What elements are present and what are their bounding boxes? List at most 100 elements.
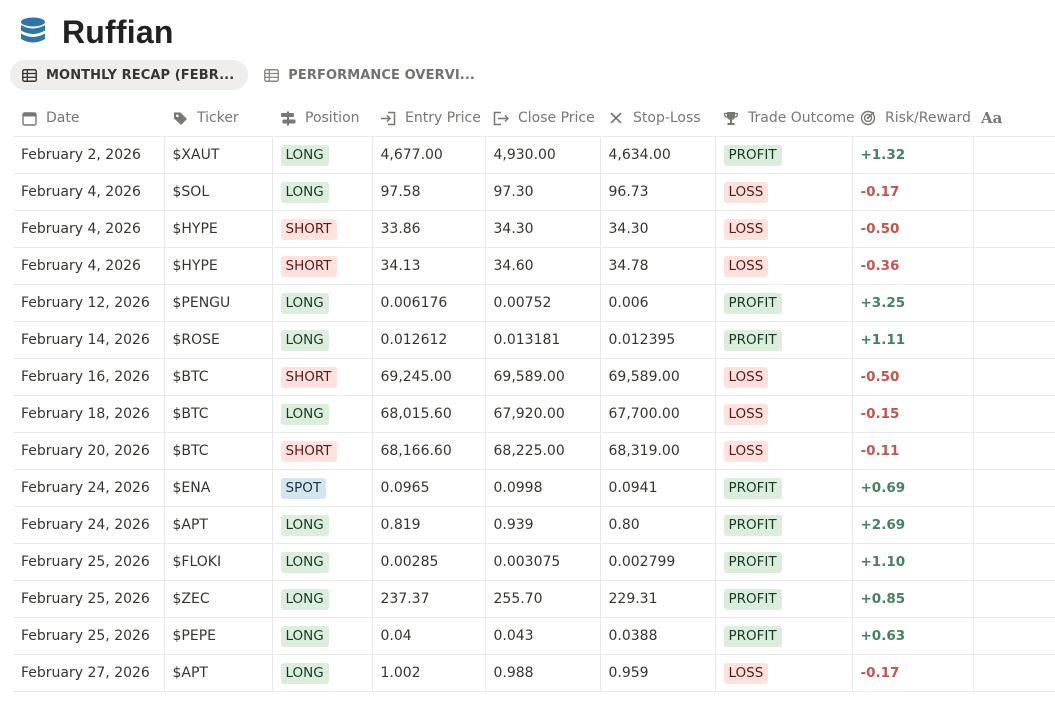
cell-stop-loss[interactable]: 229.31 bbox=[600, 580, 716, 618]
cell-stop-loss[interactable]: 0.012395 bbox=[600, 321, 716, 359]
cell-close-price[interactable]: 97.30 bbox=[485, 173, 601, 211]
cell-ticker[interactable]: $PENGU bbox=[164, 284, 273, 322]
cell-trade-outcome[interactable]: LOSS bbox=[715, 210, 853, 248]
cell-trade-outcome[interactable]: PROFIT bbox=[715, 617, 853, 655]
cell-extra[interactable] bbox=[973, 543, 1055, 581]
cell-extra[interactable] bbox=[973, 469, 1055, 507]
cell-date[interactable]: February 4, 2026 bbox=[13, 173, 165, 211]
cell-extra[interactable] bbox=[973, 136, 1055, 174]
cell-extra[interactable] bbox=[973, 617, 1055, 655]
cell-risk-reward[interactable]: -0.36 bbox=[852, 247, 974, 285]
cell-position[interactable]: SHORT bbox=[272, 247, 373, 285]
cell-stop-loss[interactable]: 4,634.00 bbox=[600, 136, 716, 174]
column-header-position[interactable]: Position bbox=[272, 100, 372, 137]
cell-ticker[interactable]: $HYPE bbox=[164, 210, 273, 248]
cell-close-price[interactable]: 68,225.00 bbox=[485, 432, 601, 470]
cell-risk-reward[interactable]: -0.17 bbox=[852, 173, 974, 211]
cell-stop-loss[interactable]: 0.959 bbox=[600, 654, 716, 692]
cell-stop-loss[interactable]: 68,319.00 bbox=[600, 432, 716, 470]
cell-trade-outcome[interactable]: LOSS bbox=[715, 247, 853, 285]
cell-entry-price[interactable]: 33.86 bbox=[372, 210, 486, 248]
cell-risk-reward[interactable]: +0.63 bbox=[852, 617, 974, 655]
cell-ticker[interactable]: $APT bbox=[164, 654, 273, 692]
cell-ticker[interactable]: $BTC bbox=[164, 395, 273, 433]
cell-trade-outcome[interactable]: PROFIT bbox=[715, 284, 853, 322]
cell-position[interactable]: LONG bbox=[272, 136, 373, 174]
cell-extra[interactable] bbox=[973, 395, 1055, 433]
cell-risk-reward[interactable]: +3.25 bbox=[852, 284, 974, 322]
cell-ticker[interactable]: $ENA bbox=[164, 469, 273, 507]
cell-risk-reward[interactable]: +2.69 bbox=[852, 506, 974, 544]
cell-risk-reward[interactable]: +1.10 bbox=[852, 543, 974, 581]
cell-position[interactable]: LONG bbox=[272, 617, 373, 655]
cell-ticker[interactable]: $FLOKI bbox=[164, 543, 273, 581]
cell-date[interactable]: February 25, 2026 bbox=[13, 543, 165, 581]
cell-trade-outcome[interactable]: LOSS bbox=[715, 654, 853, 692]
cell-extra[interactable] bbox=[973, 173, 1055, 211]
column-header-ticker[interactable]: Ticker bbox=[164, 100, 272, 137]
cell-extra[interactable] bbox=[973, 654, 1055, 692]
cell-date[interactable]: February 24, 2026 bbox=[13, 469, 165, 507]
cell-close-price[interactable]: 67,920.00 bbox=[485, 395, 601, 433]
table-row[interactable]: February 4, 2026 $HYPE SHORT 34.13 34.60 34.7… bbox=[13, 247, 1055, 285]
cell-position[interactable]: SHORT bbox=[272, 432, 373, 470]
table-row[interactable]: February 12, 2026 $PENGU LONG 0.006176 0.007… bbox=[13, 284, 1055, 322]
cell-position[interactable]: LONG bbox=[272, 654, 373, 692]
cell-date[interactable]: February 20, 2026 bbox=[13, 432, 165, 470]
cell-entry-price[interactable]: 0.006176 bbox=[372, 284, 486, 322]
cell-date[interactable]: February 27, 2026 bbox=[13, 654, 165, 692]
cell-trade-outcome[interactable]: LOSS bbox=[715, 173, 853, 211]
cell-ticker[interactable]: $BTC bbox=[164, 358, 273, 396]
cell-risk-reward[interactable]: +0.85 bbox=[852, 580, 974, 618]
cell-ticker[interactable]: $APT bbox=[164, 506, 273, 544]
cell-date[interactable]: February 4, 2026 bbox=[13, 247, 165, 285]
cell-extra[interactable] bbox=[973, 506, 1055, 544]
column-header-close-price[interactable]: Close Price bbox=[485, 100, 600, 137]
cell-entry-price[interactable]: 1.002 bbox=[372, 654, 486, 692]
cell-close-price[interactable]: 0.988 bbox=[485, 654, 601, 692]
cell-ticker[interactable]: $XAUT bbox=[164, 136, 273, 174]
column-header-risk-reward[interactable]: Risk/Reward bbox=[852, 100, 973, 137]
cell-risk-reward[interactable]: -0.11 bbox=[852, 432, 974, 470]
table-row[interactable]: February 4, 2026 $HYPE SHORT 33.86 34.30 34.3… bbox=[13, 210, 1055, 248]
cell-entry-price[interactable]: 0.012612 bbox=[372, 321, 486, 359]
table-row[interactable]: February 25, 2026 $PEPE LONG 0.04 0.043 0.038… bbox=[13, 617, 1055, 655]
cell-position[interactable]: LONG bbox=[272, 506, 373, 544]
cell-date[interactable]: February 12, 2026 bbox=[13, 284, 165, 322]
cell-stop-loss[interactable]: 69,589.00 bbox=[600, 358, 716, 396]
cell-entry-price[interactable]: 0.819 bbox=[372, 506, 486, 544]
cell-trade-outcome[interactable]: PROFIT bbox=[715, 543, 853, 581]
cell-entry-price[interactable]: 0.0965 bbox=[372, 469, 486, 507]
cell-close-price[interactable]: 4,930.00 bbox=[485, 136, 601, 174]
cell-close-price[interactable]: 0.0998 bbox=[485, 469, 601, 507]
cell-close-price[interactable]: 0.00752 bbox=[485, 284, 601, 322]
cell-position[interactable]: SHORT bbox=[272, 210, 373, 248]
cell-entry-price[interactable]: 0.04 bbox=[372, 617, 486, 655]
cell-close-price[interactable]: 255.70 bbox=[485, 580, 601, 618]
cell-stop-loss[interactable]: 67,700.00 bbox=[600, 395, 716, 433]
cell-position[interactable]: SHORT bbox=[272, 358, 373, 396]
cell-entry-price[interactable]: 34.13 bbox=[372, 247, 486, 285]
cell-stop-loss[interactable]: 34.30 bbox=[600, 210, 716, 248]
tab-monthly-recap[interactable]: MONTHLY RECAP (FEBR... bbox=[10, 60, 249, 90]
cell-entry-price[interactable]: 0.00285 bbox=[372, 543, 486, 581]
cell-ticker[interactable]: $BTC bbox=[164, 432, 273, 470]
column-header-date[interactable]: Date bbox=[13, 100, 164, 137]
cell-risk-reward[interactable]: +1.11 bbox=[852, 321, 974, 359]
table-row[interactable]: February 25, 2026 $FLOKI LONG 0.00285 0.0030… bbox=[13, 543, 1055, 581]
table-row[interactable]: February 4, 2026 $SOL LONG 97.58 97.30 96.73 L… bbox=[13, 173, 1055, 211]
cell-stop-loss[interactable]: 0.0941 bbox=[600, 469, 716, 507]
cell-risk-reward[interactable]: -0.50 bbox=[852, 210, 974, 248]
cell-close-price[interactable]: 0.003075 bbox=[485, 543, 601, 581]
cell-extra[interactable] bbox=[973, 358, 1055, 396]
cell-stop-loss[interactable]: 0.006 bbox=[600, 284, 716, 322]
cell-trade-outcome[interactable]: LOSS bbox=[715, 358, 853, 396]
cell-ticker[interactable]: $PEPE bbox=[164, 617, 273, 655]
cell-trade-outcome[interactable]: LOSS bbox=[715, 432, 853, 470]
cell-trade-outcome[interactable]: PROFIT bbox=[715, 580, 853, 618]
cell-trade-outcome[interactable]: PROFIT bbox=[715, 469, 853, 507]
cell-trade-outcome[interactable]: PROFIT bbox=[715, 321, 853, 359]
cell-extra[interactable] bbox=[973, 284, 1055, 322]
table-row[interactable]: February 25, 2026 $ZEC LONG 237.37 255.70 229… bbox=[13, 580, 1055, 618]
cell-stop-loss[interactable]: 0.80 bbox=[600, 506, 716, 544]
